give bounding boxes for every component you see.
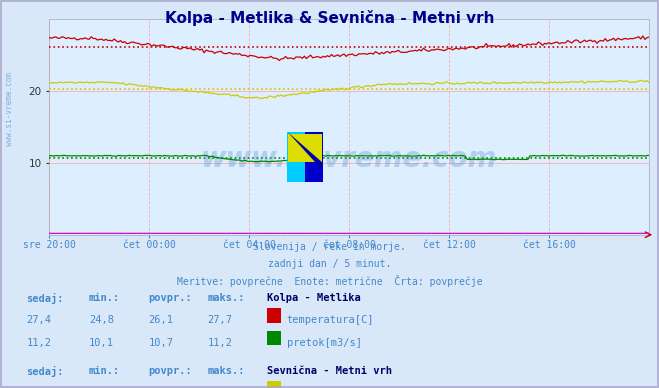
Text: Sevnična - Metni vrh: Sevnična - Metni vrh bbox=[267, 366, 392, 376]
Text: 24,8: 24,8 bbox=[89, 315, 114, 326]
Text: maks.:: maks.: bbox=[208, 293, 245, 303]
Text: www.si-vreme.com: www.si-vreme.com bbox=[5, 72, 14, 146]
Text: 10,1: 10,1 bbox=[89, 338, 114, 348]
Polygon shape bbox=[287, 132, 322, 170]
Text: 27,7: 27,7 bbox=[208, 315, 233, 326]
Text: povpr.:: povpr.: bbox=[148, 366, 192, 376]
Text: 10,7: 10,7 bbox=[148, 338, 173, 348]
Bar bbox=[304, 132, 323, 182]
Text: temperatura[C]: temperatura[C] bbox=[287, 315, 374, 326]
Text: pretok[m3/s]: pretok[m3/s] bbox=[287, 338, 362, 348]
Text: 11,2: 11,2 bbox=[26, 338, 51, 348]
Text: sedaj:: sedaj: bbox=[26, 293, 64, 304]
Text: www.si-vreme.com: www.si-vreme.com bbox=[201, 146, 498, 173]
Text: Kolpa - Metlika: Kolpa - Metlika bbox=[267, 293, 360, 303]
Bar bbox=[287, 132, 304, 182]
Bar bbox=[287, 135, 322, 162]
Text: Slovenija / reke in morje.: Slovenija / reke in morje. bbox=[253, 242, 406, 253]
Text: min.:: min.: bbox=[89, 293, 120, 303]
Text: Kolpa - Metlika & Sevnična - Metni vrh: Kolpa - Metlika & Sevnična - Metni vrh bbox=[165, 10, 494, 26]
Text: 11,2: 11,2 bbox=[208, 338, 233, 348]
Text: min.:: min.: bbox=[89, 366, 120, 376]
Text: zadnji dan / 5 minut.: zadnji dan / 5 minut. bbox=[268, 259, 391, 269]
Text: 27,4: 27,4 bbox=[26, 315, 51, 326]
Text: maks.:: maks.: bbox=[208, 366, 245, 376]
Text: Meritve: povprečne  Enote: metrične  Črta: povprečje: Meritve: povprečne Enote: metrične Črta:… bbox=[177, 275, 482, 287]
Text: 26,1: 26,1 bbox=[148, 315, 173, 326]
Text: povpr.:: povpr.: bbox=[148, 293, 192, 303]
Text: sedaj:: sedaj: bbox=[26, 366, 64, 377]
